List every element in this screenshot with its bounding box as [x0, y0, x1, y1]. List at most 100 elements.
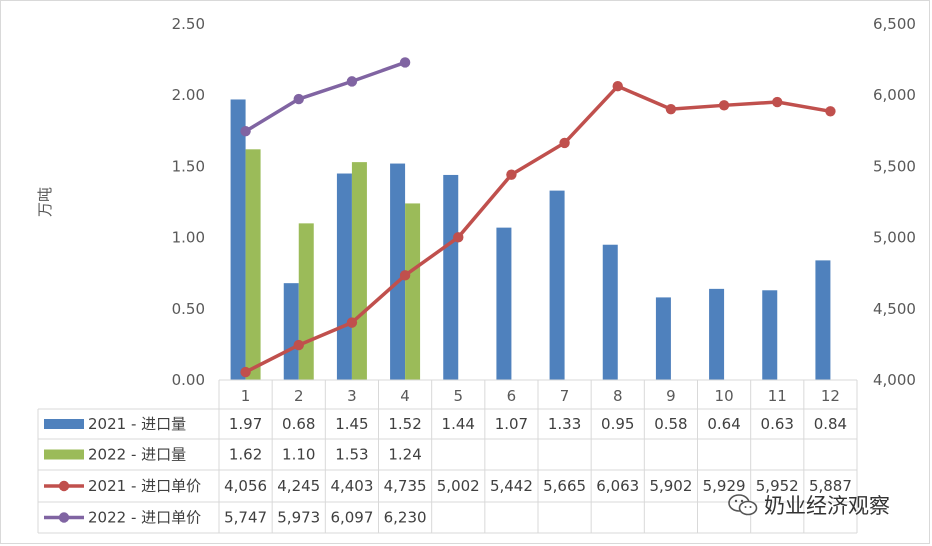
y-left-tick-label: 2.00 — [172, 86, 205, 104]
line-point — [293, 93, 304, 105]
y-left-tick-label: 0.00 — [172, 371, 205, 389]
bar-series1 — [815, 260, 831, 380]
y-right-tick-label: 6,500 — [873, 15, 916, 33]
legend-key-marker — [58, 480, 70, 492]
line-series2 — [244, 60, 406, 133]
y-left-tick-label: 2.50 — [172, 15, 205, 33]
data-label: 4,403 — [330, 477, 373, 495]
line-point — [825, 106, 836, 117]
data-label: 4,056 — [224, 477, 267, 495]
y-right-tick-label: 4,000 — [873, 371, 916, 389]
x-tick-label: 9 — [666, 387, 676, 405]
line-point — [240, 126, 251, 137]
x-tick-label: 6 — [507, 387, 517, 405]
data-label: 5,002 — [437, 477, 480, 495]
data-label: 1.24 — [388, 446, 421, 464]
y-axis-title: 万吨 — [36, 187, 54, 217]
bar-series2 — [405, 203, 421, 380]
data-label: 5,747 — [224, 509, 267, 527]
x-tick-label: 1 — [241, 387, 251, 405]
bar-series1 — [762, 290, 778, 380]
legend-entry: 2022 - 进口单价 — [88, 509, 201, 527]
x-tick-label: 3 — [347, 387, 357, 405]
bar-series2 — [245, 149, 261, 380]
x-tick-label: 8 — [613, 387, 623, 405]
x-tick-label: 12 — [821, 387, 840, 405]
legend-key-marker — [58, 512, 70, 523]
x-tick-label: 2 — [294, 387, 304, 405]
x-tick-label: 10 — [715, 387, 734, 405]
data-label: 1.07 — [495, 415, 528, 433]
watermark-text: 奶业经济观察 — [764, 494, 890, 518]
data-label: 1.52 — [388, 415, 421, 433]
bar-series1 — [390, 163, 406, 380]
data-label: 5,952 — [756, 477, 799, 495]
data-label: 0.68 — [282, 415, 315, 433]
line-point — [399, 270, 411, 281]
y-right-tick-label: 6,000 — [873, 86, 916, 104]
data-label: 0.64 — [707, 415, 740, 433]
line-series1 — [244, 84, 831, 374]
data-label: 1.44 — [442, 415, 475, 433]
line-point — [772, 96, 783, 108]
bar-series1 — [655, 297, 671, 380]
line-point — [559, 137, 570, 149]
data-label: 0.58 — [654, 415, 687, 433]
wechat-icon — [728, 494, 758, 516]
data-label: 1.10 — [282, 446, 315, 464]
legend-key-bar — [44, 419, 84, 429]
y-left-tick-label: 1.50 — [172, 157, 205, 175]
data-label: 6,063 — [596, 477, 639, 495]
bar-series1 — [336, 173, 352, 380]
data-label: 1.97 — [229, 415, 262, 433]
data-label: 5,929 — [703, 477, 746, 495]
bar-series2 — [298, 223, 314, 380]
bar-series1 — [283, 283, 299, 380]
line-point — [399, 57, 411, 68]
data-label: 4,735 — [384, 477, 427, 495]
bar-series1 — [496, 227, 512, 380]
data-label: 5,973 — [277, 509, 320, 527]
y-right-tick-label: 5,000 — [873, 229, 916, 247]
legend-entry: 2021 - 进口单价 — [88, 477, 201, 495]
watermark: 奶业经济观察 — [728, 488, 890, 522]
data-label: 0.95 — [601, 415, 634, 433]
data-label: 5,442 — [490, 477, 533, 495]
data-label: 0.63 — [761, 415, 794, 433]
x-tick-label: 11 — [768, 387, 787, 405]
data-label: 5,902 — [649, 477, 692, 495]
data-label: 6,097 — [330, 509, 373, 527]
legend-entry: 2022 - 进口量 — [88, 446, 186, 464]
y-right-tick-label: 4,500 — [873, 300, 916, 318]
y-left-tick-label: 1.00 — [172, 229, 205, 247]
x-tick-label: 4 — [400, 387, 410, 405]
line-point — [346, 76, 358, 87]
line-point — [240, 366, 251, 378]
data-label: 0.84 — [814, 415, 847, 433]
data-label: 5,887 — [809, 477, 852, 495]
legend-key-bar — [44, 449, 84, 460]
line-point — [506, 169, 517, 180]
bar-series1 — [549, 190, 565, 380]
line-point — [453, 232, 464, 243]
line-point — [293, 339, 304, 351]
data-label: 1.45 — [335, 415, 368, 433]
bar-series1 — [443, 174, 459, 380]
data-label: 6,230 — [384, 509, 427, 527]
data-label: 5,665 — [543, 477, 586, 495]
data-label: 1.33 — [548, 415, 581, 433]
data-label: 1.62 — [229, 446, 262, 464]
data-label: 4,245 — [277, 477, 320, 495]
data-label: 1.53 — [335, 446, 368, 464]
legend-entry: 2021 - 进口量 — [88, 415, 186, 433]
x-tick-label: 5 — [453, 387, 463, 405]
line-point — [346, 317, 358, 328]
line-point — [612, 81, 623, 92]
line-point — [718, 100, 730, 111]
line-point — [665, 103, 677, 115]
y-left-tick-label: 0.50 — [172, 300, 205, 318]
x-tick-label: 7 — [560, 387, 570, 405]
bar-series1 — [230, 99, 246, 381]
